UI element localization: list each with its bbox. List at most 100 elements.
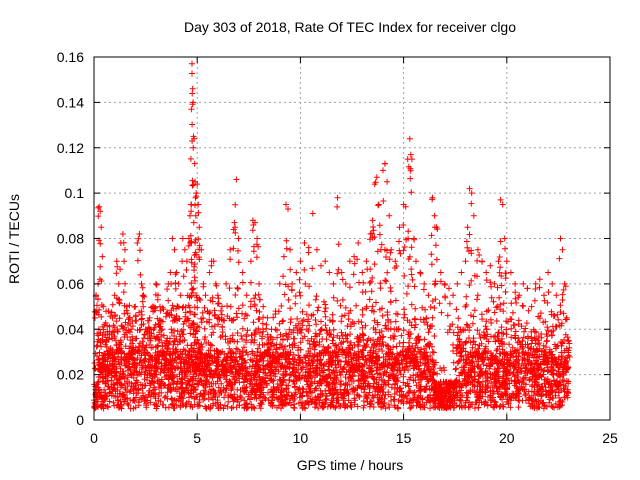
scatter-point <box>396 224 403 231</box>
x-axis-ticks: 0 5 10 15 20 25 <box>90 57 618 446</box>
x-tick-label: 15 <box>396 430 412 446</box>
scatter-point <box>97 208 104 215</box>
scatter-point <box>193 190 200 197</box>
scatter-point <box>159 326 166 333</box>
scatter-point <box>260 303 267 310</box>
scatter-point <box>413 258 419 265</box>
scatter-point <box>545 269 552 276</box>
scatter-point <box>214 292 221 299</box>
scatter-point <box>233 176 240 183</box>
scatter-point <box>247 258 254 265</box>
scatter-point <box>189 60 195 67</box>
scatter-point <box>553 292 560 299</box>
scatter-point <box>107 348 114 355</box>
scatter-point <box>402 203 409 210</box>
scatter-point <box>380 167 386 174</box>
scatter-point <box>219 303 225 310</box>
y-tick-label: 0 <box>76 412 84 428</box>
scatter-point <box>301 240 308 246</box>
scatter-point <box>375 201 382 208</box>
scatter-point <box>152 280 159 287</box>
scatter-point <box>495 258 502 265</box>
scatter-point <box>175 280 182 287</box>
scatter-point <box>272 308 279 315</box>
y-axis-label: ROTI / TECUs <box>6 194 22 284</box>
scatter-point <box>103 337 110 344</box>
scatter-point <box>126 314 133 321</box>
scatter-point <box>94 330 101 337</box>
scatter-point <box>191 135 198 142</box>
scatter-point <box>177 292 184 299</box>
scatter-point <box>105 308 112 315</box>
scatter-point <box>367 231 374 237</box>
scatter-point <box>334 194 341 201</box>
scatter-point <box>287 246 294 253</box>
scatter-point <box>408 156 415 163</box>
scatter-point <box>142 326 149 333</box>
scatter-point <box>212 280 219 287</box>
scatter-point <box>204 308 211 315</box>
scatter-point <box>474 246 481 253</box>
scatter-point <box>557 235 564 242</box>
scatter-point <box>565 337 572 344</box>
x-tick-label: 10 <box>293 430 309 446</box>
x-axis-label: GPS time / hours <box>297 457 404 473</box>
scatter-point <box>122 246 128 253</box>
scatter-point <box>425 292 432 299</box>
scatter-point <box>441 280 448 287</box>
scatter-point <box>268 326 275 333</box>
scatter-point <box>146 314 153 321</box>
scatter-point <box>285 206 291 212</box>
scatter-point <box>179 235 186 242</box>
scatter-point <box>446 285 452 292</box>
scatter-point <box>559 246 566 253</box>
scatter-point <box>200 280 207 287</box>
scatter-point <box>163 337 170 344</box>
scatter-point <box>346 258 353 265</box>
scatter-point <box>561 280 568 287</box>
scatter-point <box>501 235 508 242</box>
scatter-point <box>491 280 498 287</box>
scatter-point <box>109 314 116 321</box>
scatter-point <box>252 219 258 226</box>
scatter-point <box>363 258 370 265</box>
scatter-point <box>111 292 118 299</box>
scatter-point <box>181 246 188 253</box>
scatter-point <box>138 280 145 287</box>
scatter-point <box>188 201 194 208</box>
scatter-point <box>305 244 312 251</box>
scatter-point <box>466 185 473 192</box>
scatter-point <box>130 344 137 351</box>
scatter-point <box>386 212 393 219</box>
scatter-point <box>407 151 414 158</box>
scatter-point <box>169 235 176 242</box>
scatter-point <box>437 269 444 276</box>
y-tick-label: 0.1 <box>65 185 85 201</box>
scatter-point <box>202 292 209 299</box>
scatter-point <box>227 246 234 253</box>
scatter-point <box>119 231 126 237</box>
y-tick-label: 0.02 <box>57 367 84 383</box>
scatter-point <box>189 85 196 92</box>
x-tick-label: 25 <box>602 430 618 446</box>
scatter-point <box>254 235 261 242</box>
scatter-point <box>507 269 514 276</box>
scatter-point <box>528 303 535 310</box>
scatter-point <box>223 280 230 287</box>
scatter-point <box>157 303 163 310</box>
scatter-point <box>462 258 469 265</box>
scatter-point <box>532 280 539 287</box>
scatter-point <box>421 280 428 287</box>
scatter-point <box>536 276 543 283</box>
scatter-point <box>183 258 190 265</box>
scatter-point <box>483 269 490 276</box>
scatter-point-cloud <box>91 70 573 412</box>
scatter-point <box>330 280 337 287</box>
scatter-point <box>355 240 362 246</box>
scatter-point <box>326 269 333 276</box>
scatter-point <box>190 99 197 106</box>
scatter-point <box>150 303 157 310</box>
scatter-point <box>293 269 300 276</box>
scatter-point <box>433 224 440 231</box>
y-tick-label: 0.14 <box>57 94 84 110</box>
